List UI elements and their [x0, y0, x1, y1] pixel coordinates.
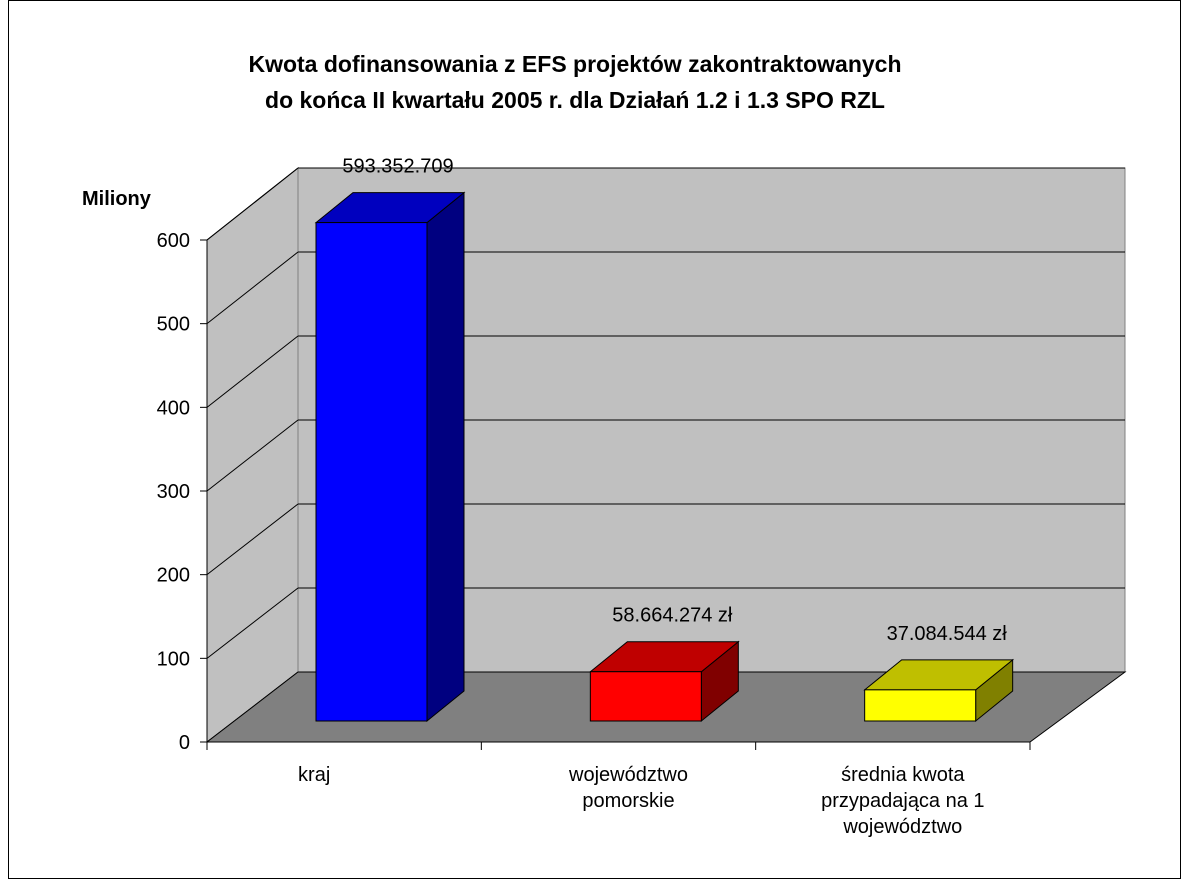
data-label: 58.664.274 zł — [612, 605, 733, 627]
bar — [315, 222, 428, 722]
y-tick-label: 0 — [179, 732, 190, 754]
y-tick-label: 100 — [157, 648, 190, 670]
grid-line — [206, 251, 299, 325]
y-tick-label: 300 — [157, 481, 190, 503]
data-label: 37.084.544 zł — [887, 623, 1008, 645]
bar-side — [426, 191, 465, 723]
grid-line — [206, 503, 299, 576]
x-tick-label: województwo pomorskie — [569, 764, 688, 812]
y-tick-label: 500 — [157, 314, 190, 336]
x-tick-label: średnia kwota przypadająca na 1 wojewódz… — [821, 764, 985, 838]
grid-line — [206, 419, 299, 492]
y-axis-label: Miliony — [82, 188, 152, 210]
grid-line — [206, 587, 299, 659]
y-tick-label: 200 — [157, 565, 190, 587]
y-tick-label: 400 — [157, 397, 190, 419]
grid-line — [206, 335, 299, 408]
chart-title: Kwota dofinansowania z EFS projektów zak… — [248, 51, 901, 77]
chart-title: do końca II kwartału 2005 r. dla Działań… — [265, 87, 885, 113]
x-tick-label: kraj — [298, 764, 331, 786]
data-label: 593.352.709 — [342, 156, 453, 178]
bar — [864, 689, 977, 722]
bar — [589, 671, 702, 722]
y-tick-label: 600 — [157, 230, 190, 252]
grid-line — [206, 167, 299, 241]
